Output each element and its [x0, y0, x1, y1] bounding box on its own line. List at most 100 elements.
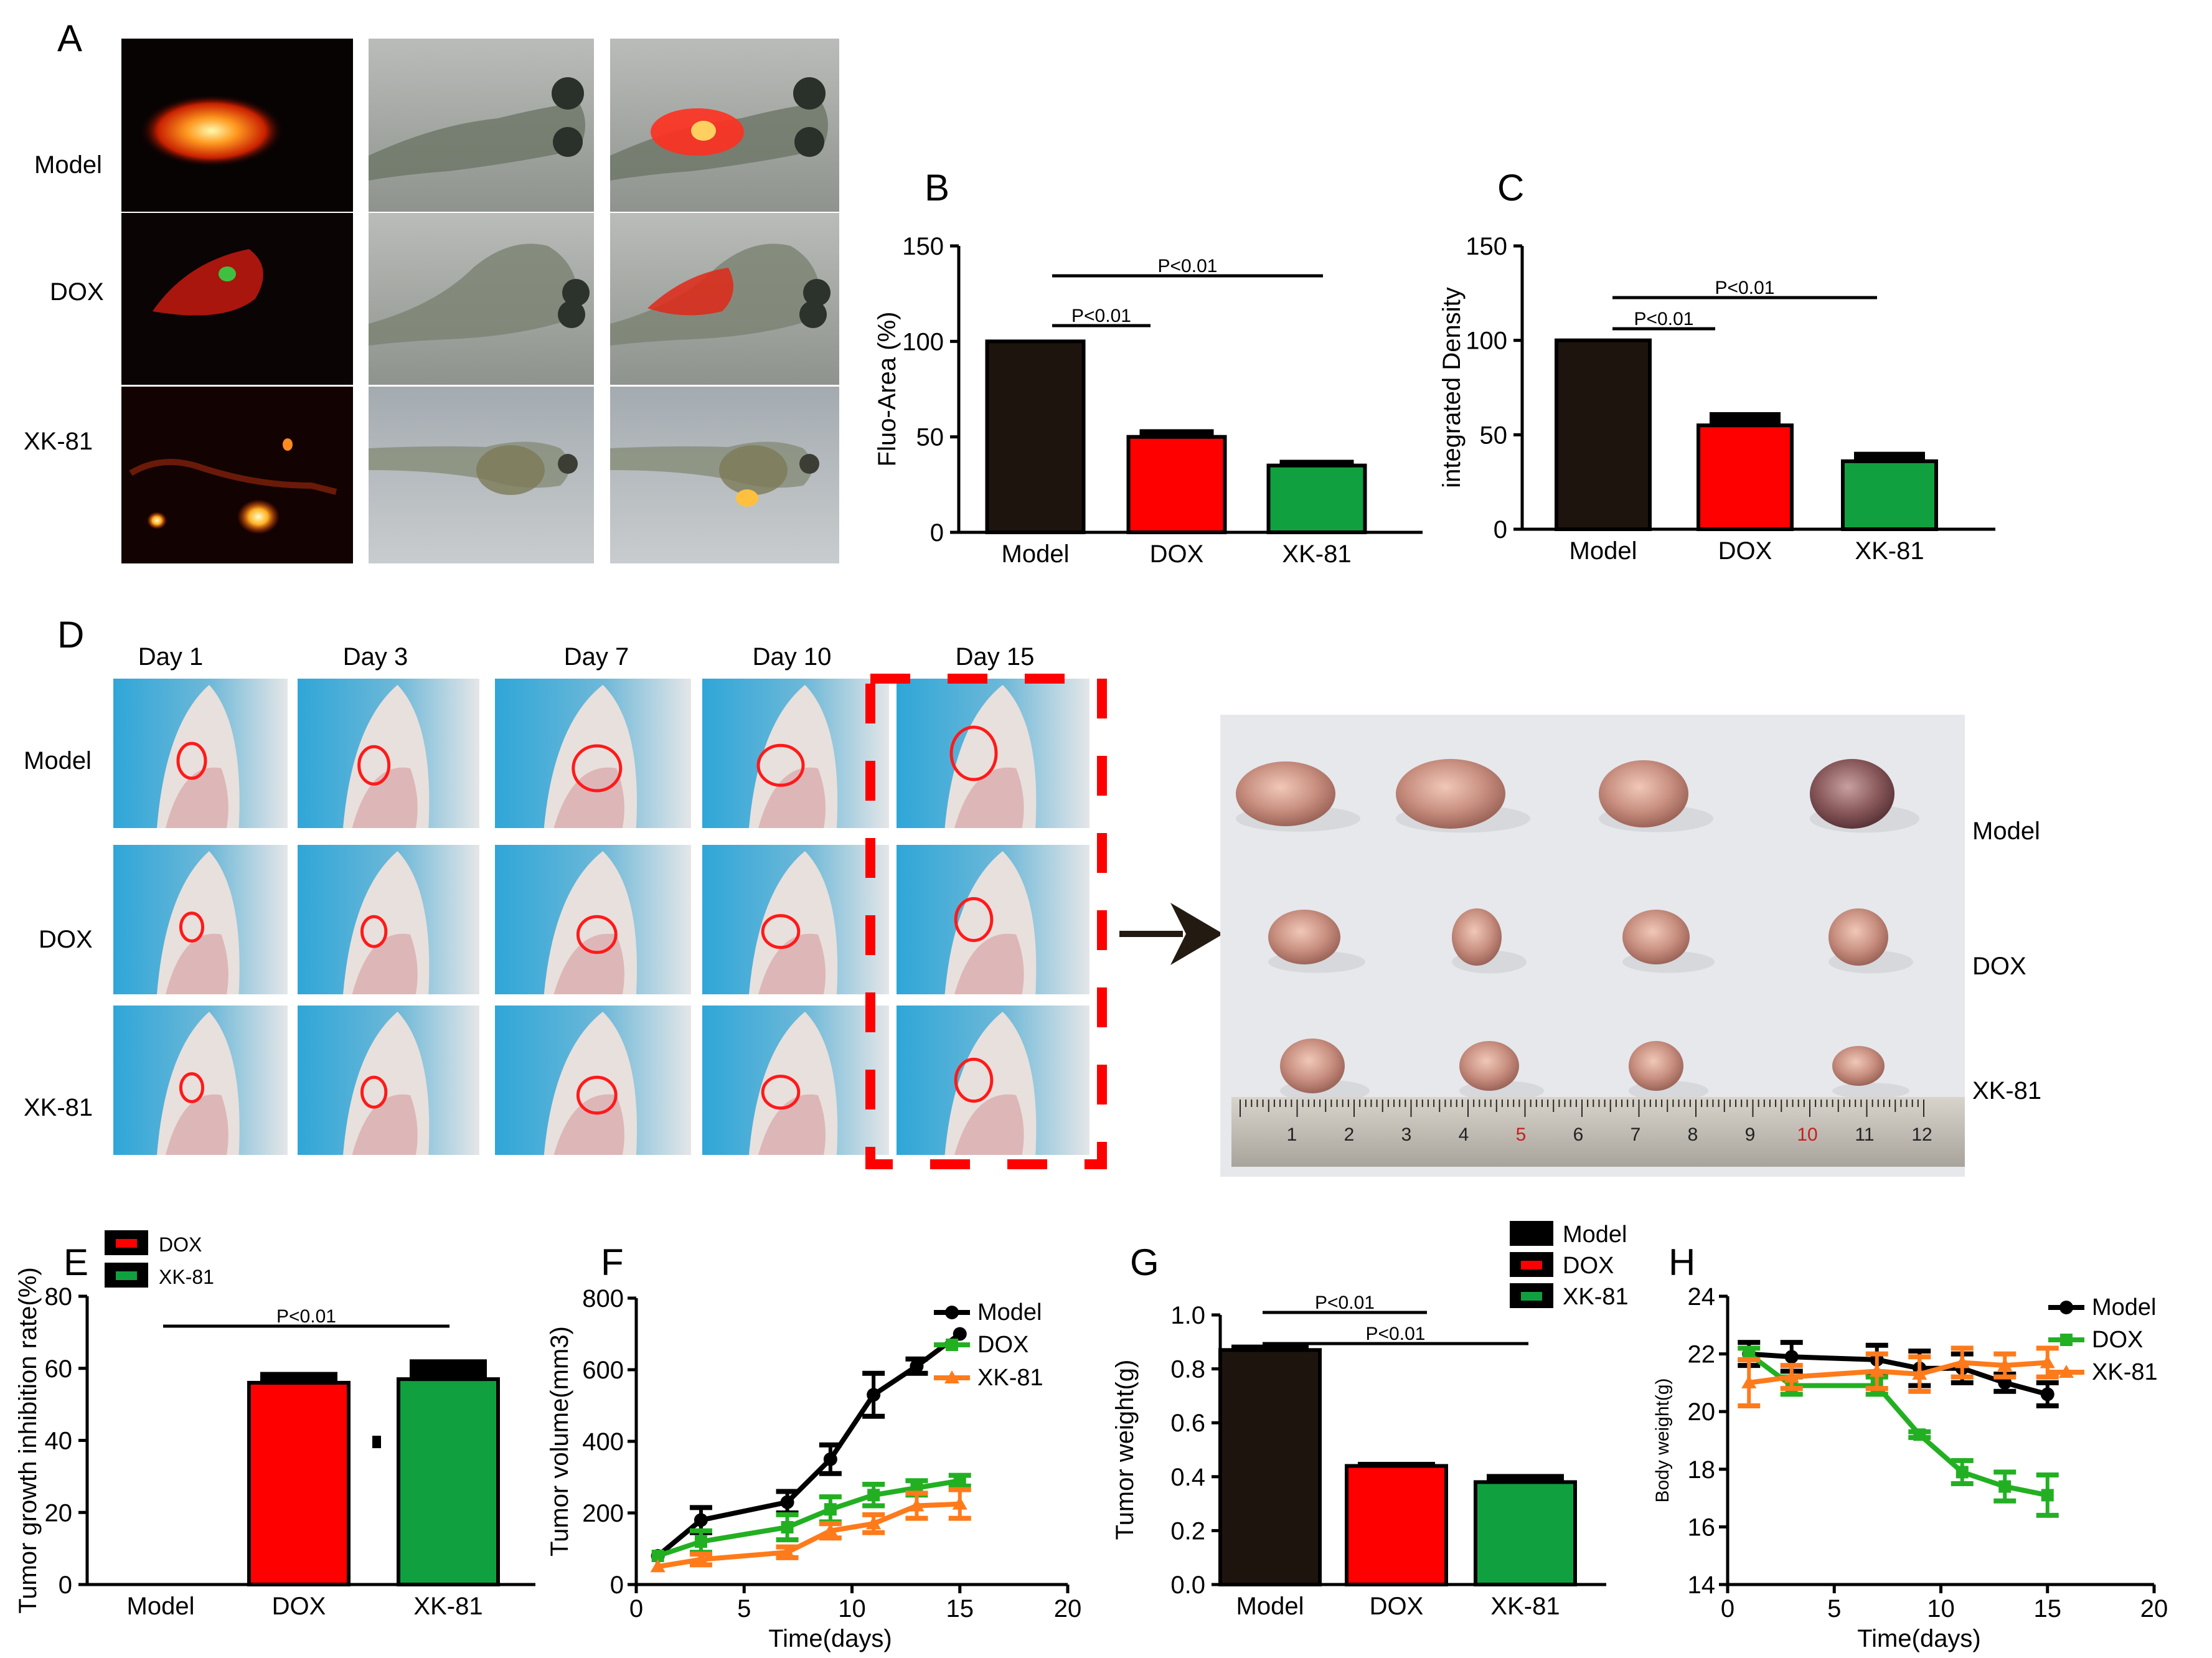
excised-tumors — [1236, 759, 1919, 1102]
mouse-photo-grid — [113, 679, 1090, 1155]
y-tick-label: 400 — [582, 1428, 624, 1456]
row-label-model: Model — [24, 747, 92, 775]
tumor-outline — [179, 1072, 205, 1103]
tumor-photo-labels: Model DOX XK-81 — [1972, 817, 2041, 1105]
merged-fluorescence-signal — [736, 489, 758, 507]
data-point — [1869, 1364, 1885, 1377]
tumor-outline — [756, 743, 805, 787]
excised-tumor — [1396, 759, 1505, 829]
data-point — [2040, 1387, 2054, 1401]
ruler-number: 2 — [1344, 1124, 1355, 1145]
x-tick-label: XK-81 — [1282, 540, 1351, 568]
data-point — [694, 1513, 708, 1527]
x-tick-label: 10 — [838, 1595, 866, 1623]
data-point — [694, 1535, 707, 1548]
error-bar — [410, 1359, 487, 1382]
y-tick-label: 100 — [902, 328, 944, 356]
mouse-skin — [553, 767, 624, 828]
merged-fluorescence-signal — [647, 268, 733, 316]
fluorescence-signal — [283, 438, 293, 451]
zebrafish-eye — [553, 127, 583, 157]
legend-marker — [2059, 1365, 2074, 1378]
data-point — [781, 1521, 794, 1533]
data-point — [1743, 1347, 1756, 1360]
error-bar — [1139, 429, 1214, 439]
x-tick-label: 0 — [629, 1595, 643, 1623]
data-point — [2041, 1489, 2054, 1502]
x-tick-label: 20 — [1054, 1595, 1082, 1623]
data-point — [1998, 1480, 2012, 1493]
data-point — [910, 1359, 924, 1373]
day-label: Day 3 — [343, 643, 408, 671]
y-tick-label: 80 — [45, 1283, 73, 1311]
tumor-outline — [176, 742, 207, 780]
ruler-ticks: 1 2 3 4 5 6 7 8 9 10 11 12 — [1240, 1100, 1932, 1145]
ruler-number: 8 — [1688, 1124, 1698, 1145]
zebrafish-larva — [369, 103, 585, 181]
error-bar — [1710, 412, 1781, 428]
data-point — [1784, 1369, 1799, 1383]
data-point — [952, 1496, 967, 1510]
data-point — [822, 1523, 838, 1537]
data-point — [693, 1552, 708, 1565]
significance-label: P<0.01 — [1315, 1293, 1375, 1313]
day-label: Day 1 — [138, 643, 204, 671]
chart-g: 0.0 0.2 0.4 0.6 0.8 1.0 Tumor weight(g) Model DO… — [1111, 1221, 1629, 1620]
chart-f: 0 200 400 600 800 0 5 10 15 20 Time(days) Tumor vol… — [546, 1285, 1081, 1652]
x-tick-label: 5 — [737, 1595, 751, 1623]
zebrafish-eye — [799, 454, 819, 474]
ruler-number: 10 — [1797, 1124, 1817, 1145]
significance-label: P<0.01 — [276, 1306, 336, 1327]
zebrafish-eye — [558, 454, 578, 474]
y-axis-label: Tumor weight(g) — [1111, 1360, 1139, 1540]
fluorescence-signal — [129, 459, 337, 495]
excised-tumor — [1629, 1041, 1683, 1091]
legend-swatch-fill — [1521, 1261, 1542, 1269]
x-tick-label: DOX — [1370, 1593, 1424, 1620]
y-axis-label: Body weight(g) — [1652, 1378, 1673, 1502]
x-tick-label: DOX — [272, 1593, 326, 1620]
significance-label: P<0.01 — [1158, 256, 1218, 276]
axes — [1726, 1296, 2154, 1586]
legend-label: XK-81 — [1563, 1284, 1629, 1310]
mouse-skin — [352, 767, 418, 828]
x-tick-label: XK-81 — [1855, 537, 1924, 565]
ruler-number: 9 — [1745, 1124, 1756, 1145]
significance-label: P<0.01 — [1071, 306, 1131, 326]
data-point — [651, 1550, 664, 1562]
y-tick-label: 150 — [1466, 233, 1507, 260]
data-point — [1741, 1375, 1757, 1388]
zebrafish-yolk — [719, 445, 788, 495]
bar-xk-81 — [1841, 459, 1938, 531]
legend-marker — [944, 1370, 959, 1383]
excised-tumor — [1832, 1046, 1885, 1086]
y-tick-label: 20 — [1688, 1398, 1716, 1426]
legend-swatch-fill — [116, 1239, 137, 1248]
x-tick-label: XK-81 — [413, 1593, 482, 1620]
fluorescence-signal — [237, 499, 280, 534]
y-tick-label: 800 — [582, 1285, 624, 1312]
tumor-outline — [954, 897, 994, 943]
legend-label: Model — [977, 1299, 1042, 1326]
tumor-outline — [761, 914, 801, 949]
excised-tumor — [1622, 910, 1690, 964]
y-tick-label: 600 — [582, 1357, 624, 1384]
mouse-skin — [758, 1094, 826, 1155]
y-tick-label: 24 — [1688, 1283, 1716, 1311]
y-axis-label: Tumor volume(mm3) — [546, 1326, 573, 1557]
y-axis-label: Tumor growth inhibition rate(%) — [14, 1267, 42, 1614]
y-tick-label: 150 — [902, 233, 944, 260]
x-tick-label: XK-81 — [1490, 1593, 1560, 1620]
legend-label: Model — [2092, 1294, 2157, 1321]
y-tick-label: 1.0 — [1170, 1302, 1205, 1329]
day15-highlight-box — [865, 674, 1107, 1169]
legend-swatch-fill — [116, 1271, 137, 1280]
error-bar — [1358, 1461, 1435, 1468]
mouse-skin — [758, 767, 826, 828]
legend-marker — [945, 1306, 959, 1319]
y-axis-label: integrated Density — [1438, 287, 1466, 488]
x-tick-label: Model — [1236, 1593, 1304, 1620]
bar-dox — [247, 1380, 351, 1586]
